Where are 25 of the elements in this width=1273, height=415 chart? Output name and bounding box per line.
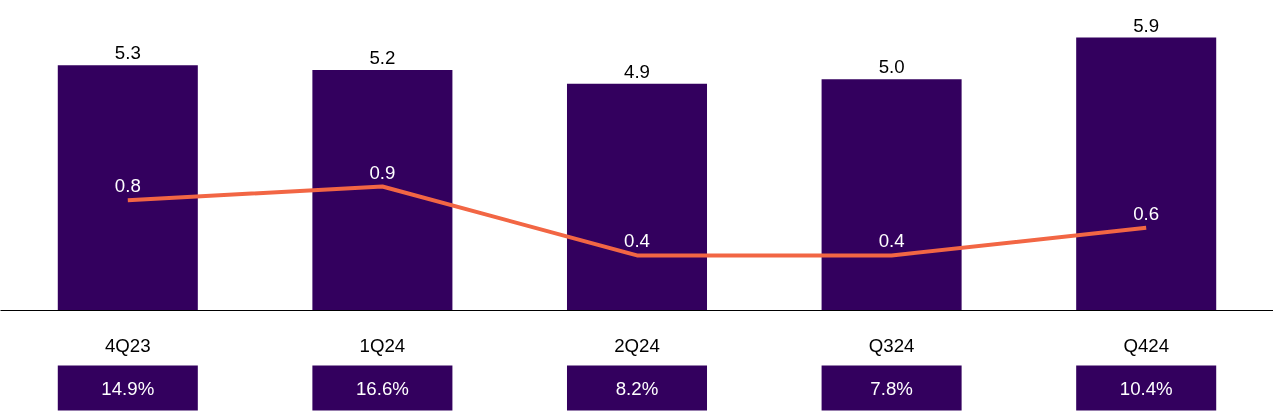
data-label: 0.4 bbox=[624, 230, 650, 252]
text: 16.6% bbox=[355, 377, 409, 399]
x-tick-label: 1Q24 bbox=[359, 334, 406, 356]
bar bbox=[1076, 37, 1217, 311]
text: 7.8% bbox=[870, 377, 913, 399]
data-label: 0.8 bbox=[114, 175, 141, 197]
data-label: 5.3 bbox=[114, 42, 141, 64]
bar bbox=[312, 69, 453, 311]
bar bbox=[566, 83, 708, 311]
bar bbox=[57, 65, 198, 311]
text: 14.9% bbox=[101, 377, 155, 399]
text: 10.4% bbox=[1119, 377, 1173, 399]
x-tick-label: Q424 bbox=[1123, 334, 1170, 356]
data-label: 0.9 bbox=[369, 161, 396, 183]
x-tick-label: 4Q23 bbox=[104, 334, 151, 356]
data-label: 0.6 bbox=[1133, 202, 1160, 224]
x-tick-label: Q324 bbox=[868, 334, 915, 356]
bar bbox=[821, 79, 962, 311]
x-tick-label: 2Q24 bbox=[614, 334, 660, 356]
text: 8.2% bbox=[615, 377, 659, 399]
data-label: 5.9 bbox=[1133, 14, 1160, 36]
data-label: 5.2 bbox=[369, 46, 396, 68]
data-label: 5.0 bbox=[878, 56, 905, 78]
data-label: 0.4 bbox=[878, 230, 905, 252]
data-label: 4.9 bbox=[624, 60, 650, 82]
